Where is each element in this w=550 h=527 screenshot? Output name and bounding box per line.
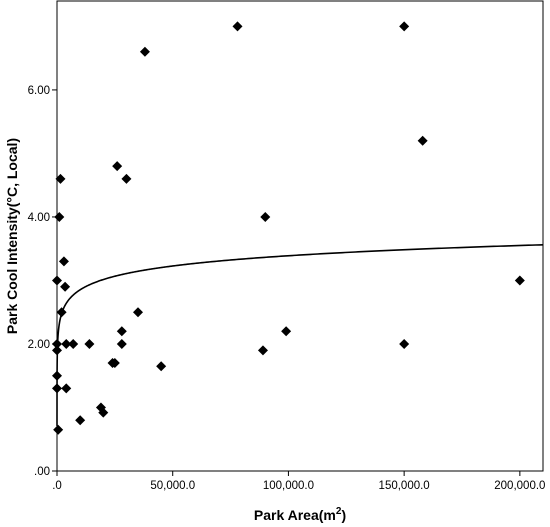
data-point [52,383,62,394]
data-point [156,361,167,372]
data-point [121,173,132,184]
y-tick-label: 4.00 [28,212,50,224]
data-point [68,338,79,349]
data-point [116,338,127,349]
y-axis-title: Park Cool Intensity(°C, Local) [4,138,20,334]
x-axis-title: Park Area(m2) [254,506,346,523]
data-point [52,275,62,286]
data-point [399,338,410,349]
data-point [84,338,95,349]
data-point [55,173,66,184]
data-point [60,281,71,292]
data-point [399,21,410,32]
y-tick-label: .00 [34,466,50,478]
plot-area [56,0,544,472]
x-tick-label: 200,000.0 [494,480,545,492]
data-point [116,326,127,337]
x-tick-label: 50,000.0 [150,480,195,492]
fit-line-group [56,243,544,426]
data-point [112,161,123,172]
data-point [52,345,62,356]
data-point [109,358,120,369]
data-point [514,275,525,286]
data-point [139,46,150,57]
data-point [257,345,268,356]
data-point [417,135,428,146]
data-point [281,326,292,337]
data-point [54,211,65,222]
data-point [58,256,69,267]
data-point [53,424,64,435]
data-point [56,307,67,318]
x-tick-label: .0 [52,480,62,492]
data-point [75,415,86,426]
data-point [260,211,271,222]
data-point [98,407,109,418]
data-point [232,21,243,32]
data-point [61,383,72,394]
data-point [133,307,143,318]
data-point [52,338,62,349]
fit-line [56,243,544,426]
data-points [52,21,525,435]
data-point [52,370,62,381]
axis-ticks: .0 50,000.0 100,000.0 150,000.0 200,000.0 .00… [28,85,546,492]
x-tick-label: 100,000.0 [263,480,314,492]
y-tick-label: 2.00 [28,339,50,351]
data-point [61,338,72,349]
x-tick-label: 150,000.0 [379,480,430,492]
y-tick-label: 6.00 [28,85,50,97]
